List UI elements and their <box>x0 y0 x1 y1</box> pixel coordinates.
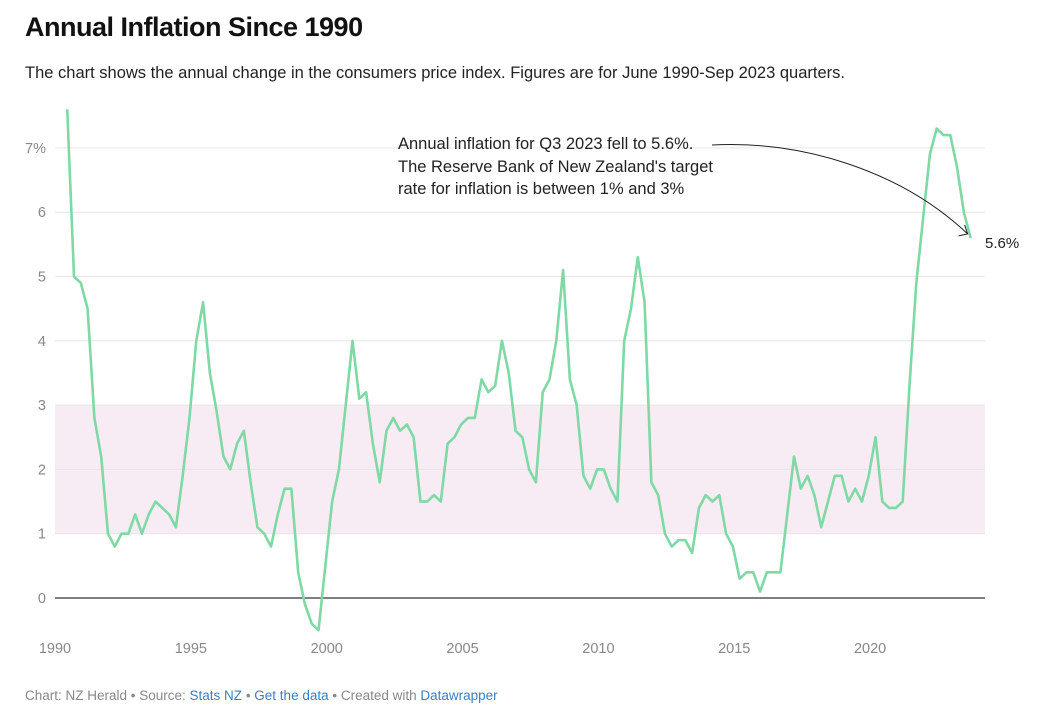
annotation-arrow <box>711 143 968 235</box>
x-tick-label: 1990 <box>39 641 71 657</box>
y-tick-label: 1 <box>38 527 46 543</box>
x-tick-label: 2015 <box>718 641 750 657</box>
footer-separator: • <box>242 688 255 703</box>
y-tick-label: 5 <box>38 270 46 286</box>
x-tick-label: 2010 <box>582 641 614 657</box>
footer-separator: • Created with <box>328 688 421 703</box>
source-link[interactable]: Stats NZ <box>189 688 243 703</box>
x-tick-label: 1995 <box>175 641 207 657</box>
datawrapper-link[interactable]: Datawrapper <box>420 688 498 703</box>
y-tick-label: 4 <box>38 334 46 350</box>
annotation-text: Annual inflation for Q3 2023 fell to 5.6… <box>398 135 713 198</box>
footer-separator: • Source: <box>127 688 190 703</box>
chart-subtitle: The chart shows the annual change in the… <box>25 64 845 82</box>
chart-credit: Chart: NZ Herald <box>25 688 128 703</box>
arrow-head-icon <box>958 224 969 237</box>
footer: Chart: NZ Herald • Source: Stats NZ • Ge… <box>25 688 498 703</box>
x-tick-label: 2020 <box>854 641 886 657</box>
y-tick-label: 6 <box>38 205 46 221</box>
x-tick-label: 2000 <box>311 641 343 657</box>
y-tick-label: 3 <box>38 398 46 414</box>
end-value-label: 5.6% <box>985 235 1019 252</box>
y-tick-label: 7% <box>25 141 46 157</box>
get-data-link[interactable]: Get the data <box>254 688 329 703</box>
y-tick-label: 0 <box>38 591 46 607</box>
x-tick-label: 2005 <box>446 641 478 657</box>
chart-title: Annual Inflation Since 1990 <box>25 12 363 42</box>
inflation-line <box>65 109 972 632</box>
y-tick-label: 2 <box>38 462 46 478</box>
